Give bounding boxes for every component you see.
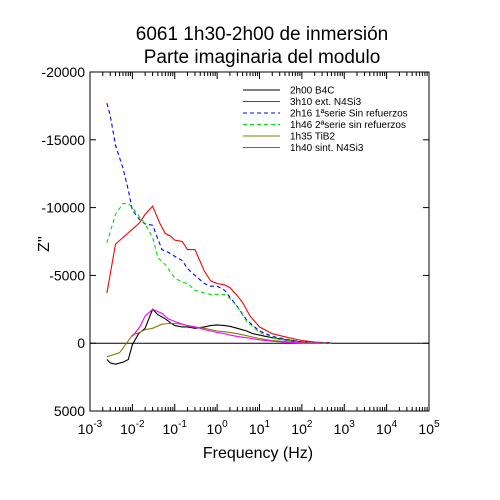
chart-title: 6061 1h30-2h00 de inmersión xyxy=(136,24,388,45)
y-axis-label: Z'' xyxy=(36,236,53,252)
y-tick-label: -10000 xyxy=(41,200,85,216)
chart-subtitle: Parte imaginaria del modulo xyxy=(144,47,381,68)
x-tick-label: 105 xyxy=(418,419,440,437)
x-tick-label: 100 xyxy=(207,419,229,437)
x-tick-label: 104 xyxy=(376,419,398,437)
y-axis: -20000 -15000 -10000 -5000 0 5000 xyxy=(41,64,429,419)
series-line-4 xyxy=(106,202,332,344)
x-tick-label: 10-1 xyxy=(163,419,188,437)
y-tick-label: -5000 xyxy=(49,267,85,283)
series-line-2 xyxy=(106,205,332,344)
legend-label: 2h00 B4C xyxy=(290,86,334,97)
series-line-5 xyxy=(106,322,323,358)
series-line-1 xyxy=(106,308,332,365)
x-tick-label: 102 xyxy=(291,419,313,437)
x-axis-label: Frequency (Hz) xyxy=(203,445,313,462)
x-tick-label: 103 xyxy=(334,419,356,437)
series-line-3 xyxy=(106,103,332,344)
x-tick-label: 10-2 xyxy=(120,419,145,437)
x-axis: 10-3 10-2 10-1 100 101 102 103 104 105 xyxy=(78,72,440,437)
x-tick-label: 10-3 xyxy=(78,419,103,437)
legend-label: 1h35 TiB2 xyxy=(290,132,335,143)
series-layer xyxy=(106,103,332,365)
y-tick-label: 5000 xyxy=(54,403,85,419)
series-line-6 xyxy=(131,308,323,344)
legend-label: 2h16 1ªserie Sin refuerzos xyxy=(290,109,408,120)
legend-label: 1h46 2ªserie sin refuerzos xyxy=(290,120,406,131)
y-tick-label: -20000 xyxy=(41,64,85,80)
y-tick-label: -15000 xyxy=(41,132,85,148)
y-tick-label: 0 xyxy=(77,335,85,351)
legend-label: 1h40 sint. N4Si3 xyxy=(290,143,364,154)
x-tick-label: 101 xyxy=(249,419,271,437)
legend-label: 3h10 ext. N4Si3 xyxy=(290,97,362,108)
